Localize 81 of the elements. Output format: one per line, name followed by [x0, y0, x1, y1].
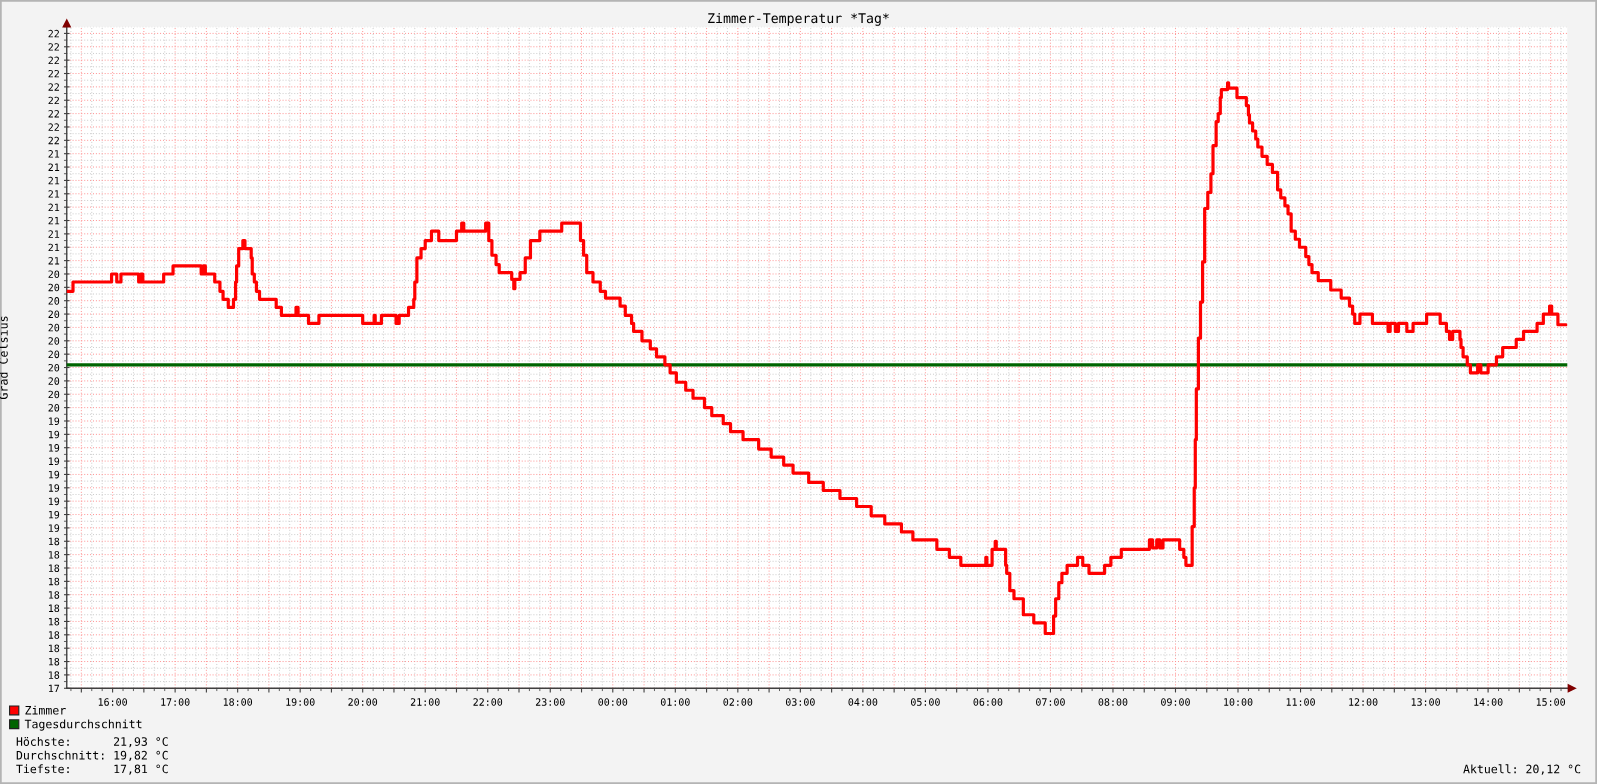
y-tick-label: 21 [48, 203, 60, 211]
x-tick-label: 09:00 [1161, 698, 1190, 706]
y-tick-label: 22 [48, 43, 59, 51]
legend-label: Zimmer [25, 705, 66, 715]
y-tick-label: 18 [48, 551, 60, 559]
y-tick-label: 19 [48, 470, 60, 479]
x-tick-label: 23:00 [535, 698, 565, 706]
y-tick-label: 18 [48, 604, 60, 613]
y-tick-label: 20 [48, 283, 60, 292]
y-tick-label: 20 [48, 404, 60, 412]
y-tick-label: 22 [48, 136, 59, 145]
x-tick-label: 12:00 [1349, 698, 1378, 706]
text: Aktuell: 20,12 °C [1463, 764, 1581, 775]
y-tick-label: 22 [48, 69, 59, 78]
x-tick-label: 18:00 [223, 698, 253, 706]
y-tick-label: 18 [48, 591, 60, 599]
y-tick-label: 21 [48, 257, 60, 265]
y-tick-label: 20 [48, 377, 60, 385]
y-tick-label: 21 [48, 176, 60, 185]
x-tick-label: 08:00 [1098, 698, 1128, 706]
y-tick-label: 19 [48, 510, 60, 519]
y-tick-label: 20 [48, 390, 60, 399]
x-tick-label: 03:00 [785, 698, 815, 706]
y-tick-label: 21 [48, 190, 60, 198]
y-tick-label: 22 [48, 56, 59, 64]
x-tick-label: 06:00 [973, 698, 1003, 706]
x-tick-label: 16:00 [98, 698, 128, 706]
y-tick-label: 20 [48, 297, 60, 305]
x-tick-label: 19:00 [286, 698, 315, 706]
y-tick-label: 21 [48, 150, 60, 158]
x-tick-label: 14:00 [1474, 698, 1503, 706]
y-tick-label: 21 [48, 216, 60, 225]
y-tick-label: 19 [48, 497, 60, 506]
y-tick-label: 19 [48, 484, 60, 492]
text: Durchschnitt: 19,82 °C [16, 750, 168, 762]
y-tick-label: 18 [48, 657, 60, 666]
x-tick-label: 15:00 [1536, 698, 1566, 706]
y-tick-label: 20 [48, 337, 60, 345]
y-tick-label: 18 [48, 671, 60, 679]
x-tick-label: 10:00 [1224, 698, 1253, 706]
y-tick-label: 21 [48, 230, 60, 238]
chart-title: Zimmer-Temperatur *Tag* [708, 12, 889, 26]
x-tick-label: 01:00 [660, 698, 690, 706]
x-tick-label: 11:00 [1286, 698, 1315, 706]
x-tick-label: 17:00 [161, 698, 190, 706]
y-tick-label: 18 [48, 577, 60, 586]
y-tick-label: 19 [48, 524, 60, 532]
y-tick-label: 22 [48, 110, 59, 118]
x-tick-label: 20:00 [348, 698, 378, 706]
y-tick-label: 21 [48, 163, 60, 171]
y-tick-label: 18 [48, 537, 60, 546]
y-tick-label: 19 [48, 457, 60, 466]
y-tick-label: 22 [48, 29, 59, 38]
y-tick-label: 19 [48, 417, 60, 425]
y-tick-label: 18 [48, 631, 60, 639]
y-tick-label: 22 [48, 96, 59, 105]
x-tick-label: 00:00 [598, 698, 628, 706]
x-tick-label: 13:00 [1411, 698, 1440, 706]
y-tick-label: 22 [48, 123, 59, 131]
x-tick-label: 05:00 [911, 698, 940, 706]
legend-label: Tagesdurchschnitt [24, 719, 142, 731]
y-tick-label: 18 [48, 617, 60, 626]
y-tick-label: 19 [48, 444, 60, 452]
y-tick-label: 18 [48, 644, 60, 653]
y-tick-label: 18 [48, 564, 60, 572]
y-tick-label: 20 [48, 350, 60, 359]
y-tick-label: 20 [48, 310, 60, 319]
x-tick-label: 04:00 [848, 698, 878, 706]
y-tick-label: 20 [48, 270, 60, 278]
text: Tiefste: 17,81 °C [16, 764, 168, 775]
x-tick-label: 22:00 [473, 698, 503, 706]
y-tick-label: 20 [48, 363, 60, 372]
x-tick-label: 21:00 [410, 698, 440, 706]
text: Höchste: 21,93 °C [16, 736, 168, 748]
y-tick-label: 17 [48, 684, 60, 693]
y-tick-label: 22 [48, 83, 59, 91]
y-tick-label: 21 [48, 243, 60, 252]
x-tick-label: 02:00 [723, 698, 753, 706]
y-tick-label: 19 [48, 430, 60, 439]
x-tick-label: 07:00 [1036, 698, 1065, 706]
y-tick-label: 20 [48, 323, 60, 332]
